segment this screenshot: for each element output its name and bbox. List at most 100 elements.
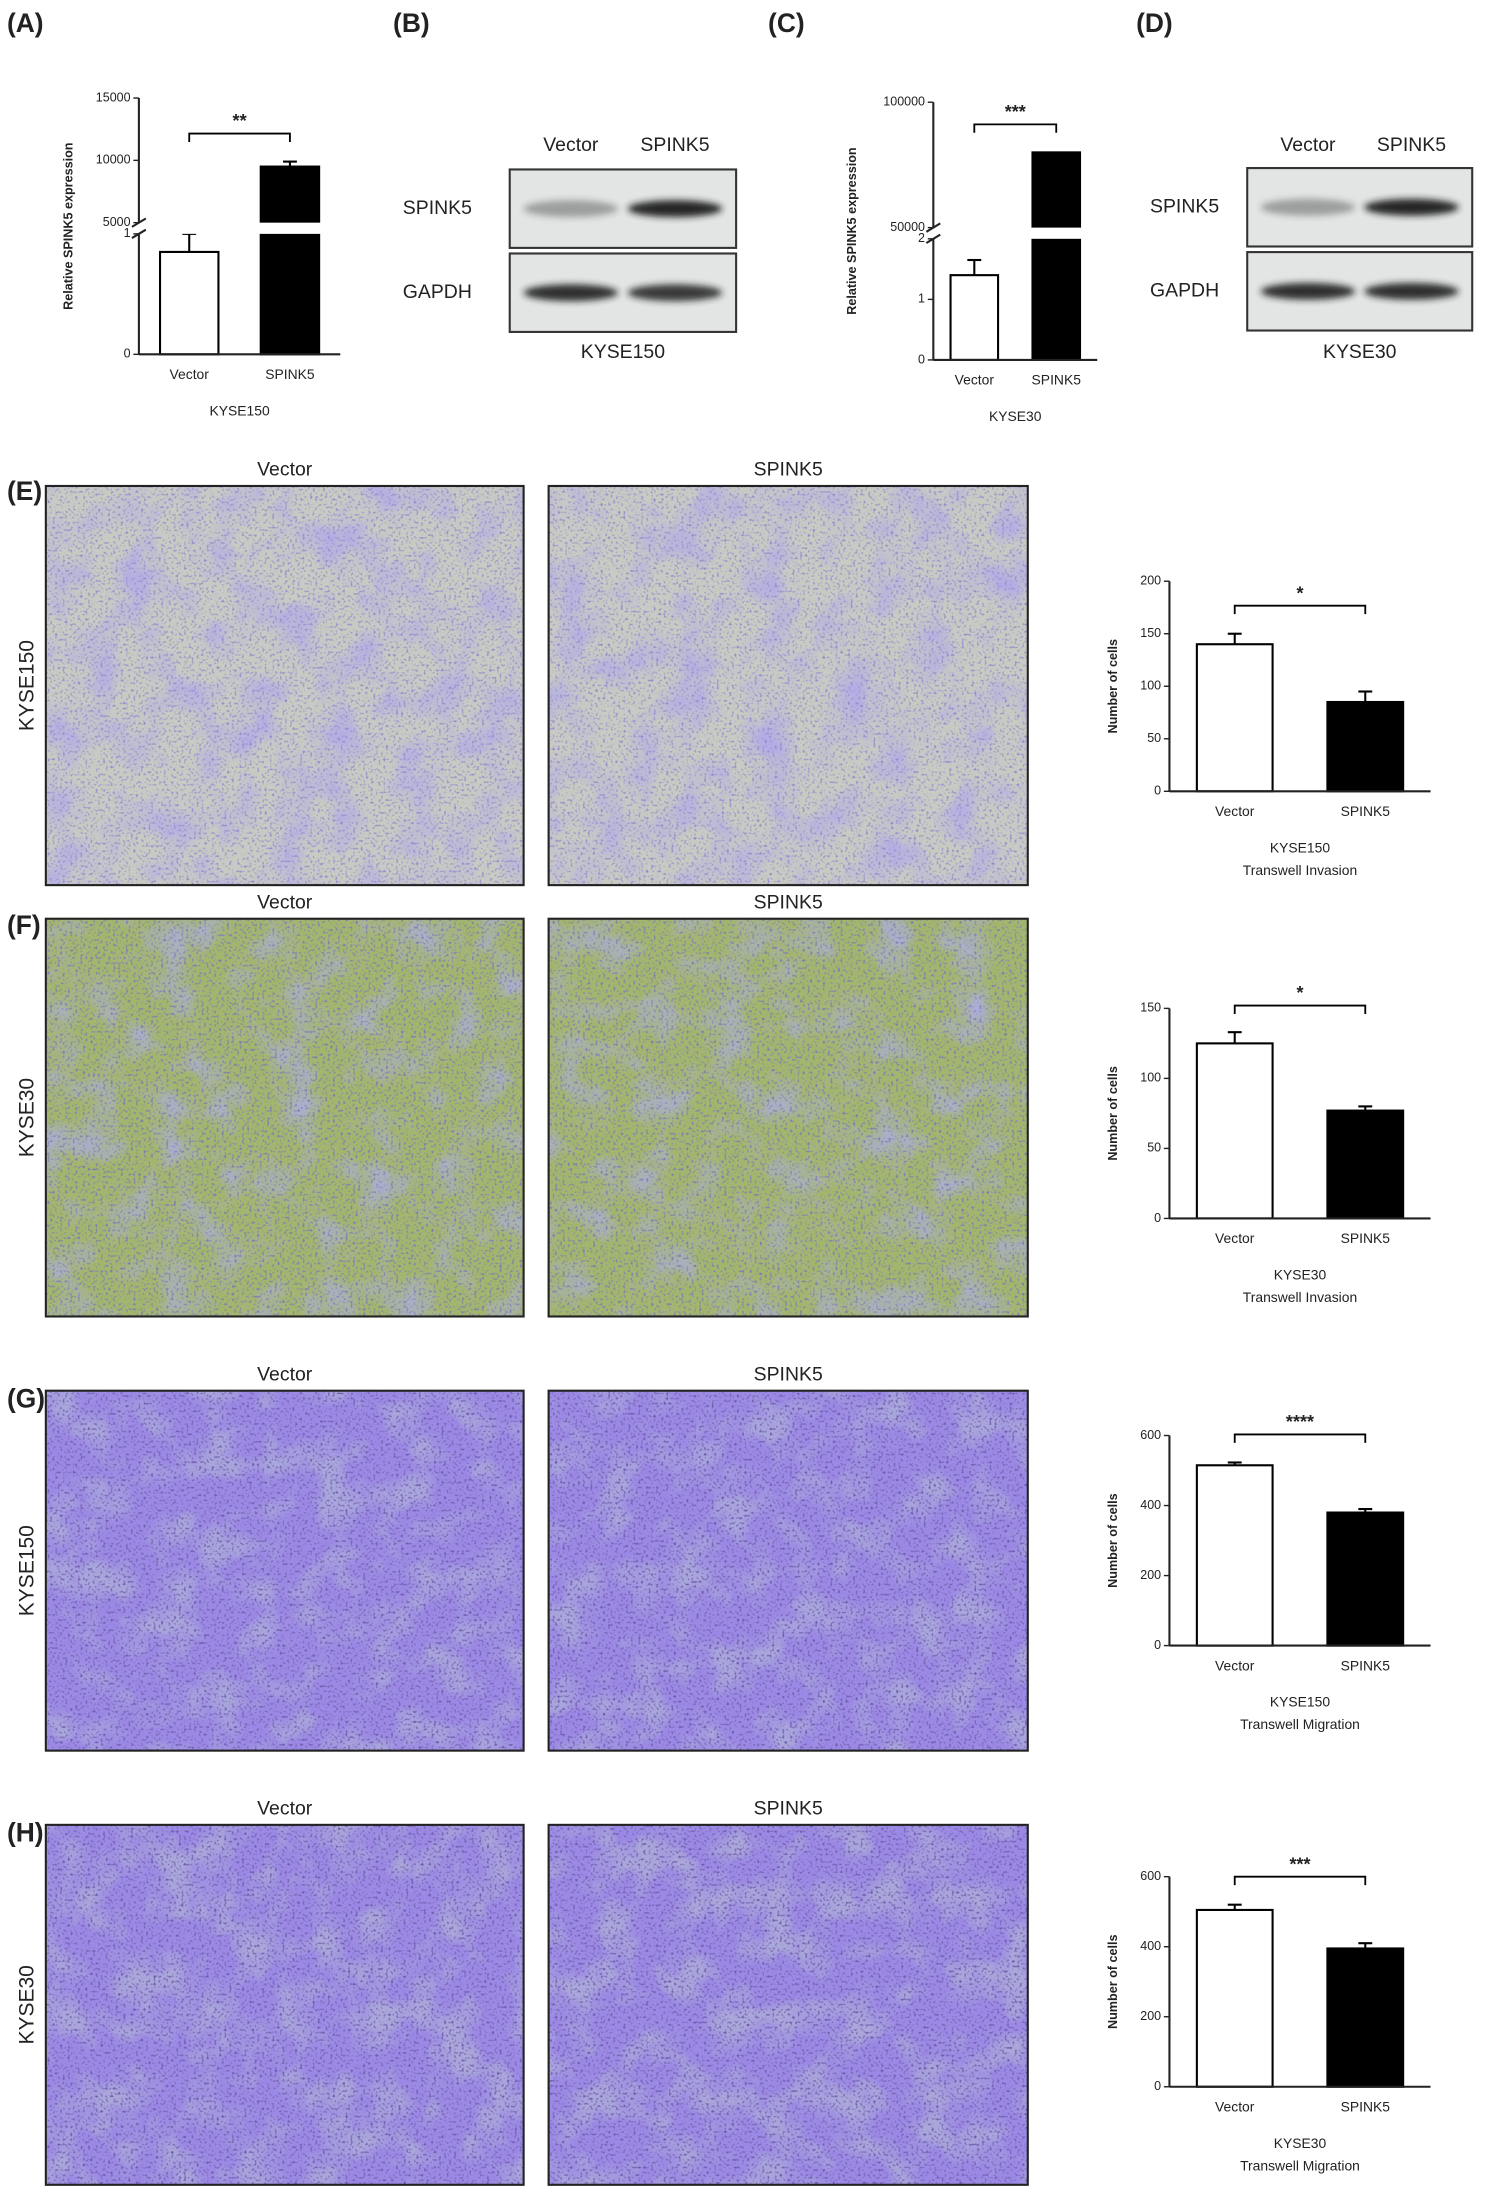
blot-band — [523, 200, 619, 218]
micrograph-texture — [548, 485, 1028, 886]
panel-label: (G) — [7, 1383, 45, 1413]
x-tick-label: SPINK5 — [1032, 372, 1082, 388]
y-tick-label: 400 — [1140, 1498, 1161, 1512]
significance-label: * — [1296, 583, 1304, 603]
bar — [1195, 1042, 1274, 1220]
x-tick-label: SPINK5 — [1341, 1657, 1391, 1673]
y-tick-label: 0 — [918, 352, 925, 366]
bar — [1031, 151, 1082, 361]
panel-label: (E) — [7, 476, 42, 506]
y-tick-label: 400 — [1140, 1939, 1161, 1953]
micrograph-texture — [45, 1824, 524, 2185]
x-tick-label: SPINK5 — [265, 366, 315, 382]
y-tick-label: 10000 — [96, 153, 131, 167]
y-tick-label: 2 — [918, 231, 925, 245]
blot-cell-line: KYSE30 — [1323, 341, 1397, 363]
micrograph-texture — [45, 485, 524, 886]
y-tick-label: 5000 — [103, 215, 131, 229]
x-axis-label: KYSE150 — [1270, 1694, 1330, 1710]
significance-bracket — [188, 132, 291, 142]
significance-bracket — [1233, 604, 1367, 615]
micrograph-border — [44, 1823, 525, 2186]
x-axis-label: KYSE150 — [1270, 839, 1330, 855]
x-tick-label: SPINK5 — [1341, 2098, 1391, 2114]
image-row-label: KYSE30 — [15, 1078, 38, 1157]
y-tick-label: 0 — [1154, 2079, 1161, 2093]
blot-row-label: SPINK5 — [1150, 195, 1219, 217]
blot-row-label: GAPDH — [403, 281, 472, 303]
x-axis-label: Transwell Invasion — [1243, 1289, 1357, 1305]
y-tick-label: 100 — [1140, 1071, 1161, 1085]
axis-break-mark — [925, 222, 941, 233]
bar — [1195, 1464, 1274, 1647]
x-axis-label: KYSE30 — [1274, 1267, 1327, 1283]
y-tick-label: 600 — [1140, 1428, 1161, 1442]
x-axis-label: Transwell Migration — [1240, 1716, 1360, 1732]
image-column-label: Vector — [257, 891, 313, 913]
x-tick-label: Vector — [1215, 803, 1255, 819]
significance-label: *** — [1005, 102, 1027, 122]
image-column-label: SPINK5 — [754, 1363, 823, 1385]
y-tick-label: 100 — [1140, 679, 1161, 693]
panel-label: (B) — [393, 8, 430, 38]
axis-break-mark — [131, 228, 147, 239]
panel-label: (C) — [768, 8, 805, 38]
image-column-label: Vector — [257, 1798, 313, 1820]
bar — [1195, 643, 1274, 793]
axis-break-gap — [936, 227, 1100, 239]
bar — [1326, 1109, 1405, 1220]
image-column-label: Vector — [257, 1363, 313, 1385]
y-tick-label: 0 — [124, 347, 131, 361]
y-tick-label: 200 — [1140, 2009, 1161, 2023]
y-axis-label: Number of cells — [1106, 639, 1120, 734]
y-tick-label: 0 — [1154, 1211, 1161, 1225]
x-tick-label: SPINK5 — [1341, 803, 1391, 819]
bar — [1326, 1511, 1405, 1647]
micrograph-texture — [548, 1390, 1028, 1751]
x-tick-label: Vector — [170, 366, 210, 382]
significance-label: ** — [233, 111, 248, 131]
x-tick-label: Vector — [1215, 2098, 1255, 2114]
y-axis-label: Relative SPINK5 expression — [845, 147, 859, 314]
bar — [259, 165, 321, 356]
blot-band — [627, 200, 723, 218]
y-tick-label: 600 — [1140, 1869, 1161, 1883]
x-axis-label: KYSE30 — [989, 408, 1042, 424]
blot-band — [523, 284, 619, 302]
image-row-label: KYSE150 — [15, 640, 38, 731]
image-column-label: Vector — [257, 459, 313, 481]
x-tick-label: Vector — [1215, 1230, 1255, 1246]
panel-label: (A) — [7, 8, 44, 38]
x-tick-label: Vector — [1215, 1657, 1255, 1673]
significance-label: **** — [1286, 1412, 1315, 1432]
image-row-label: KYSE30 — [15, 1965, 38, 2044]
y-tick-label: 150 — [1140, 1001, 1161, 1015]
bar — [1195, 1908, 1274, 2088]
y-axis-label: Number of cells — [1106, 1934, 1120, 2029]
y-tick-label: 200 — [1140, 573, 1161, 587]
axis-break-mark — [131, 217, 147, 228]
blot-band — [1364, 282, 1459, 300]
micrograph-border — [547, 917, 1029, 1318]
image-row-label: KYSE150 — [15, 1525, 38, 1616]
y-tick-label: 150 — [1140, 626, 1161, 640]
y-axis-label: Number of cells — [1106, 1066, 1120, 1161]
y-tick-label: 0 — [1154, 1638, 1161, 1652]
significance-bracket — [1233, 1875, 1367, 1886]
x-axis-label: Transwell Migration — [1240, 2157, 1360, 2173]
y-tick-label: 200 — [1140, 1568, 1161, 1582]
micrograph-border — [44, 1389, 525, 1752]
x-axis-label: KYSE30 — [1274, 2135, 1327, 2151]
micrograph-border — [547, 484, 1029, 887]
blot-band — [1260, 282, 1356, 300]
y-tick-label: 100000 — [883, 95, 925, 109]
blot-cell-line: KYSE150 — [581, 341, 665, 363]
blot-column-label: Vector — [1280, 134, 1336, 156]
bar — [1326, 700, 1405, 793]
x-tick-label: SPINK5 — [1341, 1230, 1391, 1246]
panel-label: (F) — [7, 910, 41, 940]
micrograph-texture — [548, 1824, 1028, 2185]
y-tick-label: 50 — [1147, 731, 1161, 745]
significance-bracket — [1233, 1004, 1367, 1014]
panel-label: (D) — [1136, 8, 1173, 38]
